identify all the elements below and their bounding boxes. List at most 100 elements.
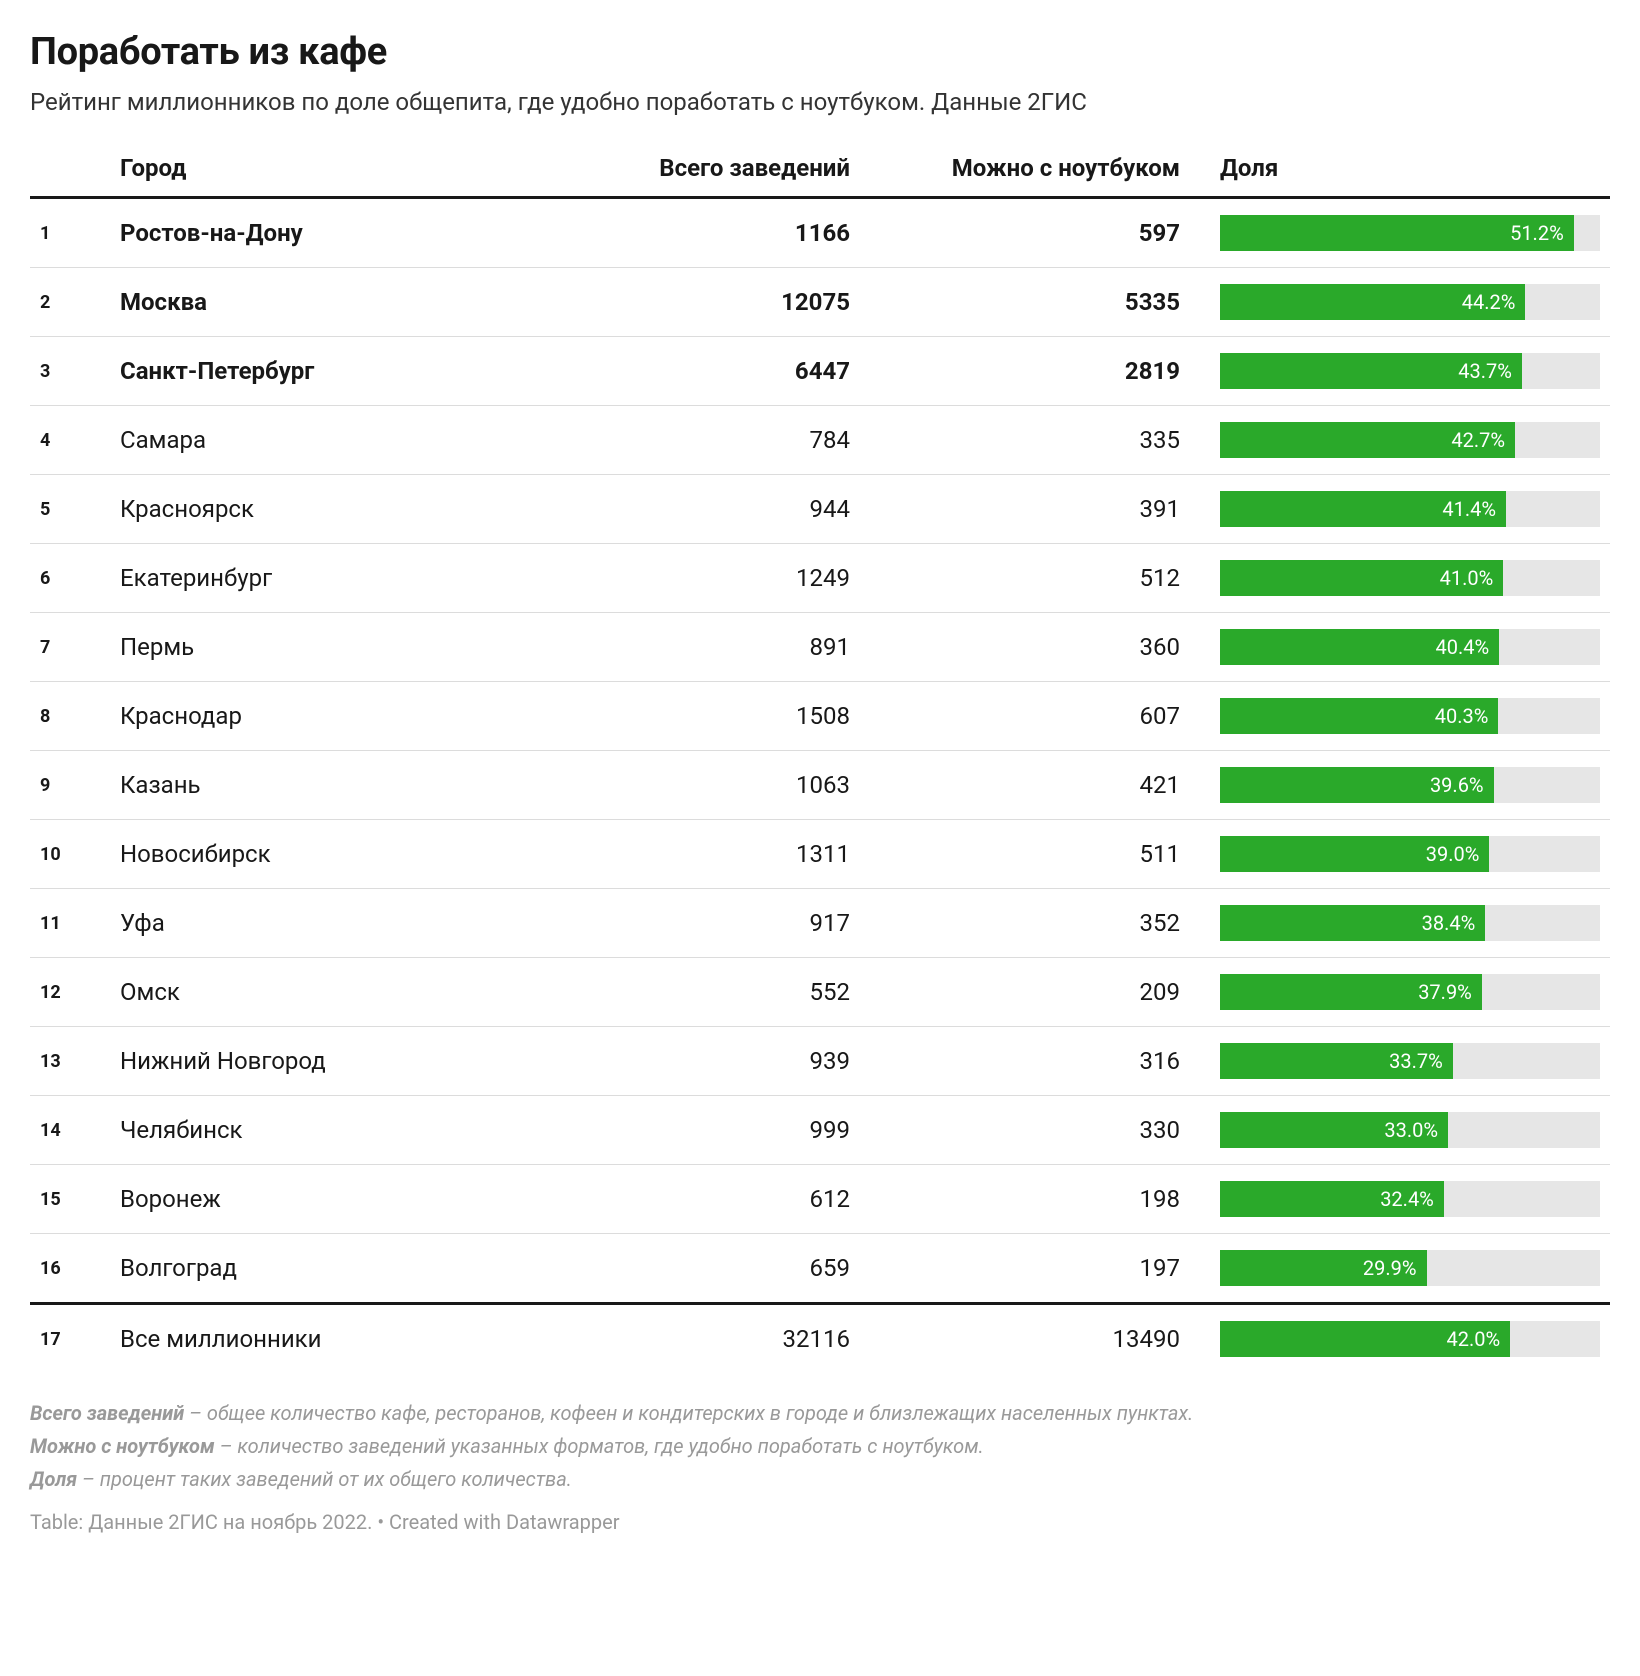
table-row: 4Самара784335 42.7% [30, 406, 1610, 475]
share-bar-label: 33.0% [1220, 1112, 1448, 1148]
cell-share: 39.6% [1190, 751, 1610, 820]
cell-share: 42.0% [1190, 1304, 1610, 1374]
cell-laptop: 197 [860, 1234, 1190, 1304]
footer-credit: Table: Данные 2ГИС на ноябрь 2022. • Cre… [30, 1508, 1610, 1537]
share-bar-label: 37.9% [1220, 974, 1482, 1010]
cell-laptop: 597 [860, 198, 1190, 268]
cell-rank: 4 [30, 406, 110, 475]
cell-share: 40.4% [1190, 613, 1610, 682]
cell-laptop: 391 [860, 475, 1190, 544]
cell-city: Ростов-на-Дону [110, 198, 530, 268]
cell-rank: 13 [30, 1027, 110, 1096]
share-bar-label: 39.6% [1220, 767, 1494, 803]
cell-share: 42.7% [1190, 406, 1610, 475]
cell-rank: 14 [30, 1096, 110, 1165]
cell-laptop: 352 [860, 889, 1190, 958]
cell-city: Волгоград [110, 1234, 530, 1304]
cell-laptop: 335 [860, 406, 1190, 475]
cell-laptop: 198 [860, 1165, 1190, 1234]
share-bar: 39.0% [1220, 836, 1600, 872]
cell-total: 944 [530, 475, 860, 544]
cell-share: 41.4% [1190, 475, 1610, 544]
share-bar-label: 43.7% [1220, 353, 1522, 389]
cell-rank: 9 [30, 751, 110, 820]
cell-rank: 17 [30, 1304, 110, 1374]
table-row: 8Краснодар1508607 40.3% [30, 682, 1610, 751]
share-bar: 43.7% [1220, 353, 1600, 389]
share-bar: 39.6% [1220, 767, 1600, 803]
table-row: 10Новосибирск131151139.0% [30, 820, 1610, 889]
share-bar: 40.3% [1220, 698, 1600, 734]
share-bar-label: 29.9% [1220, 1250, 1427, 1286]
share-bar-label: 40.4% [1220, 629, 1499, 665]
table-row: 15Воронеж61219832.4% [30, 1165, 1610, 1234]
cell-city: Все миллионники [110, 1304, 530, 1374]
cell-laptop: 2819 [860, 337, 1190, 406]
cell-rank: 8 [30, 682, 110, 751]
share-bar-label: 33.7% [1220, 1043, 1453, 1079]
share-bar-label: 42.7% [1220, 422, 1515, 458]
share-bar: 42.0% [1220, 1321, 1600, 1357]
cell-share: 33.7% [1190, 1027, 1610, 1096]
table-header-row: Город Всего заведений Можно с ноутбуком … [30, 144, 1610, 198]
table-row: 11Уфа91735238.4% [30, 889, 1610, 958]
share-bar-label: 41.0% [1220, 560, 1503, 596]
page-title: Поработать из кафе [30, 30, 1610, 74]
cell-city: Нижний Новгород [110, 1027, 530, 1096]
table-row: 17Все миллионники321161349042.0% [30, 1304, 1610, 1374]
cell-city: Санкт-Петербург [110, 337, 530, 406]
share-bar-label: 32.4% [1220, 1181, 1444, 1217]
share-bar-label: 41.4% [1220, 491, 1506, 527]
share-bar-label: 42.0% [1220, 1321, 1510, 1357]
share-bar-label: 39.0% [1220, 836, 1489, 872]
cell-total: 1311 [530, 820, 860, 889]
cell-total: 6447 [530, 337, 860, 406]
cell-city: Краснодар [110, 682, 530, 751]
cell-laptop: 360 [860, 613, 1190, 682]
table-row: 9Казань106342139.6% [30, 751, 1610, 820]
table-row: 5Красноярск944391 41.4% [30, 475, 1610, 544]
cell-rank: 7 [30, 613, 110, 682]
cell-share: 29.9% [1190, 1234, 1610, 1304]
cell-total: 891 [530, 613, 860, 682]
cell-rank: 16 [30, 1234, 110, 1304]
col-header-share: Доля [1190, 144, 1610, 198]
cell-laptop: 13490 [860, 1304, 1190, 1374]
cell-city: Самара [110, 406, 530, 475]
share-bar: 33.7% [1220, 1043, 1600, 1079]
cell-laptop: 209 [860, 958, 1190, 1027]
cell-laptop: 607 [860, 682, 1190, 751]
cell-laptop: 330 [860, 1096, 1190, 1165]
share-bar: 29.9% [1220, 1250, 1600, 1286]
cell-city: Челябинск [110, 1096, 530, 1165]
share-bar: 40.4% [1220, 629, 1600, 665]
cell-city: Москва [110, 268, 530, 337]
cell-total: 784 [530, 406, 860, 475]
cell-total: 12075 [530, 268, 860, 337]
cell-city: Казань [110, 751, 530, 820]
table-row: 16Волгоград65919729.9% [30, 1234, 1610, 1304]
cell-share: 43.7% [1190, 337, 1610, 406]
table-footer: Всего заведений – общее количество кафе,… [30, 1399, 1610, 1537]
cell-total: 1249 [530, 544, 860, 613]
cell-rank: 15 [30, 1165, 110, 1234]
cell-city: Омск [110, 958, 530, 1027]
cell-total: 1063 [530, 751, 860, 820]
cell-city: Красноярск [110, 475, 530, 544]
table-row: 7Пермь89136040.4% [30, 613, 1610, 682]
cell-rank: 3 [30, 337, 110, 406]
share-bar: 41.0% [1220, 560, 1600, 596]
cell-rank: 5 [30, 475, 110, 544]
cell-total: 1508 [530, 682, 860, 751]
table-row: 2Москва12075533544.2% [30, 268, 1610, 337]
share-bar-label: 40.3% [1220, 698, 1498, 734]
col-header-laptop: Можно с ноутбуком [860, 144, 1190, 198]
cell-laptop: 511 [860, 820, 1190, 889]
cell-rank: 6 [30, 544, 110, 613]
cell-share: 40.3% [1190, 682, 1610, 751]
col-header-rank [30, 144, 110, 198]
table-row: 14Челябинск99933033.0% [30, 1096, 1610, 1165]
share-bar: 38.4% [1220, 905, 1600, 941]
cell-city: Уфа [110, 889, 530, 958]
share-bar: 33.0% [1220, 1112, 1600, 1148]
